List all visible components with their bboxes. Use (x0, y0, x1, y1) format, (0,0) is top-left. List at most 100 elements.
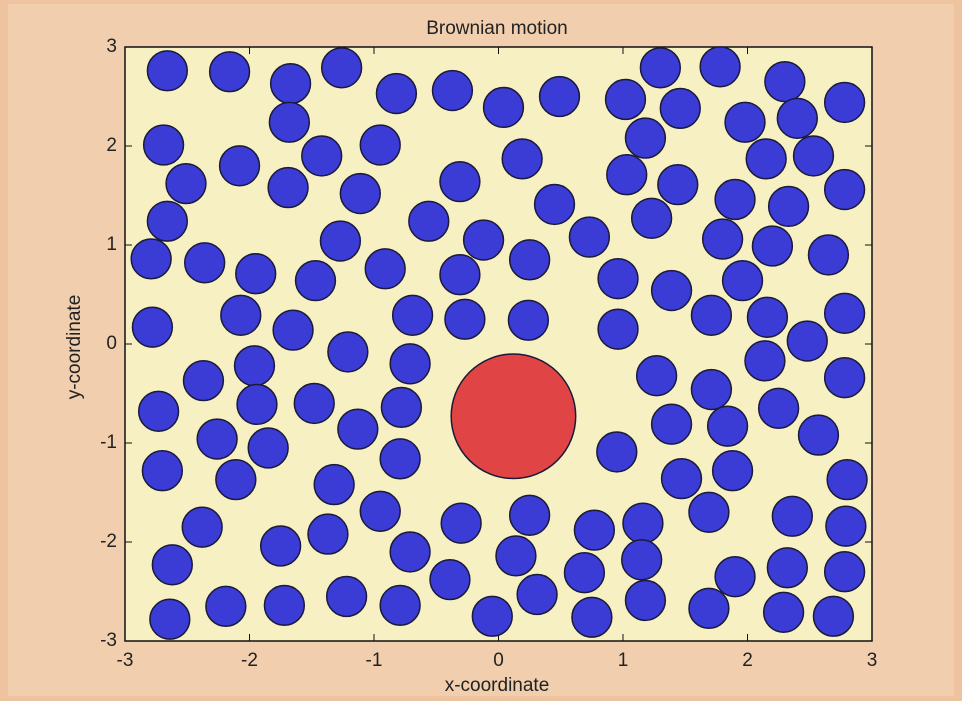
particle (660, 457, 703, 500)
particle (259, 525, 302, 567)
particle (272, 309, 314, 351)
particle (218, 145, 261, 187)
particle (825, 505, 867, 547)
particle (690, 368, 733, 411)
particle (320, 47, 363, 89)
particle (293, 382, 335, 425)
x-tick-label: 3 (867, 650, 878, 671)
particle (568, 216, 611, 258)
x-tick-label: 1 (618, 650, 629, 671)
particle (776, 97, 818, 139)
particle (767, 185, 810, 228)
chart-title: Brownian motion (426, 18, 568, 39)
particle (711, 450, 754, 492)
particle (339, 172, 381, 215)
particle (757, 387, 800, 430)
x-tick-label: -3 (117, 650, 134, 671)
particle (624, 117, 667, 159)
particle (792, 135, 835, 177)
particle (294, 259, 337, 302)
y-tick-label: -1 (100, 432, 117, 453)
particle (235, 253, 277, 295)
particle (165, 162, 207, 205)
particle (359, 124, 401, 166)
particle (745, 138, 787, 180)
particle (630, 197, 673, 239)
particle (337, 408, 379, 450)
particle (596, 431, 638, 473)
particle (571, 596, 613, 638)
particle (389, 343, 431, 385)
particle (690, 294, 733, 336)
particle (823, 356, 866, 399)
particle (408, 200, 450, 242)
particle (604, 78, 647, 121)
particle (812, 595, 855, 637)
particle (130, 238, 172, 280)
particle (786, 320, 828, 362)
particle (184, 242, 226, 284)
particle (471, 595, 513, 637)
particle (268, 101, 311, 143)
particle (621, 539, 663, 581)
particle (657, 163, 699, 206)
particle (823, 168, 866, 211)
particle (149, 598, 191, 640)
particle (220, 294, 262, 336)
particle (131, 306, 174, 348)
particle (659, 87, 701, 130)
particle (431, 69, 474, 112)
y-tick-label: 0 (106, 333, 117, 354)
particle (701, 218, 744, 260)
particle (444, 298, 486, 340)
particle (142, 124, 185, 166)
y-axis-label: y-coordinate (64, 295, 85, 400)
particle (269, 62, 312, 105)
particle (823, 81, 866, 124)
particle (639, 47, 682, 89)
particle (439, 254, 481, 296)
particle (507, 299, 550, 341)
particle (364, 248, 406, 290)
particle (624, 579, 667, 622)
particle (771, 495, 813, 537)
particle (429, 558, 471, 601)
particle (538, 75, 581, 118)
particle (766, 547, 809, 589)
particle (379, 438, 421, 480)
particle (746, 296, 789, 338)
particle (146, 50, 189, 92)
particle (508, 494, 551, 536)
particle (751, 225, 794, 267)
particle (714, 555, 756, 598)
particle (380, 386, 423, 429)
particle (744, 340, 786, 382)
particle (724, 101, 766, 143)
particle (650, 269, 693, 312)
particle (482, 86, 525, 129)
particle (573, 509, 616, 551)
particle (501, 138, 543, 180)
particle (307, 513, 349, 555)
x-tick-label: -2 (241, 650, 258, 671)
particle (263, 584, 306, 627)
particle (247, 427, 289, 469)
particle (146, 200, 189, 242)
particle (563, 552, 606, 594)
particle (699, 46, 741, 88)
particle (450, 353, 577, 480)
particle (319, 220, 362, 262)
particle (375, 72, 418, 115)
particle (439, 160, 481, 203)
particle (359, 490, 401, 532)
particle (688, 587, 730, 630)
particle (807, 234, 850, 276)
particle (797, 414, 840, 456)
particle (823, 551, 866, 593)
particle (823, 292, 866, 334)
particle (141, 450, 184, 492)
particle (462, 219, 505, 261)
y-tick-label: -3 (100, 630, 117, 651)
particle (714, 178, 756, 221)
